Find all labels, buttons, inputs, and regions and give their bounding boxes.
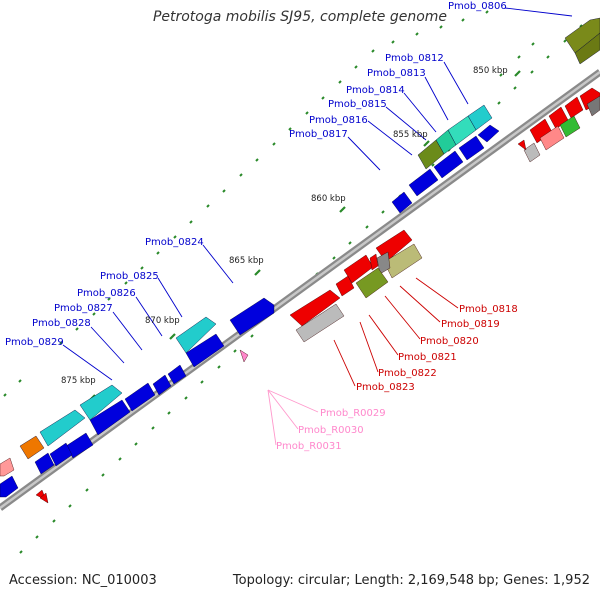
gene-label-pmob-r0031[interactable]: Pmob_R0031 bbox=[276, 441, 342, 452]
gene-arrow-rev-5 bbox=[586, 95, 600, 117]
gene-label-pmob-0827[interactable]: Pmob_0827 bbox=[54, 303, 113, 314]
gene-label-pmob-0828[interactable]: Pmob_0828 bbox=[32, 318, 91, 329]
gene-arrow-0820 bbox=[376, 251, 391, 275]
gene-arrow-rev-7 bbox=[539, 125, 565, 151]
gene-arrow-rev-11 bbox=[335, 275, 355, 297]
tick-label-870: 870 kbp bbox=[145, 316, 180, 326]
tick-label-855: 855 kbp bbox=[393, 130, 428, 140]
gene-arrow-rev-8 bbox=[523, 142, 541, 163]
gene-label-pmob-0812[interactable]: Pmob_0812 bbox=[385, 53, 444, 64]
tick-marks-inner bbox=[3, 10, 535, 397]
gene-arrow-fwd-6 bbox=[185, 333, 225, 368]
gene-label-pmob-0823[interactable]: Pmob_0823 bbox=[356, 382, 415, 393]
gene-label-pmob-0825[interactable]: Pmob_0825 bbox=[100, 271, 159, 282]
reverse-strand-genes bbox=[0, 87, 600, 504]
gene-arrow-rev-13 bbox=[0, 457, 15, 477]
forward-strand-genes bbox=[0, 17, 600, 498]
gene-arrow-rev-2 bbox=[564, 96, 584, 119]
gene-arrow-rev-10 bbox=[295, 303, 345, 343]
gene-label-pmob-0819[interactable]: Pmob_0819 bbox=[441, 319, 500, 330]
tick-label-865: 865 kbp bbox=[229, 256, 264, 266]
gene-arrow-0825 bbox=[175, 316, 217, 354]
gene-arrow-fwd-12 bbox=[19, 435, 45, 460]
gene-label-pmob-0821[interactable]: Pmob_0821 bbox=[398, 352, 457, 363]
gene-label-pmob-0818[interactable]: Pmob_0818 bbox=[459, 304, 518, 315]
gene-arrow-rev-12 bbox=[369, 253, 379, 271]
gene-arrow-fwd-1 bbox=[477, 124, 500, 143]
gene-arrow-rev-15 bbox=[39, 492, 49, 504]
gene-label-pmob-0806[interactable]: Pmob_0806 bbox=[448, 1, 507, 12]
gene-arrow-rev-6 bbox=[559, 115, 581, 138]
gene-label-pmob-0815[interactable]: Pmob_0815 bbox=[328, 99, 387, 110]
gene-label-pmob-0824[interactable]: Pmob_0824 bbox=[145, 237, 204, 248]
tick-marks-major bbox=[89, 70, 521, 401]
gene-arrow-fwd-7 bbox=[89, 399, 131, 436]
accession-text: Accession: NC_010003 bbox=[9, 573, 157, 588]
gene-label-pmob-0816[interactable]: Pmob_0816 bbox=[309, 115, 368, 126]
gene-arrow-0828 bbox=[124, 382, 156, 412]
gene-arrow-fwd-3 bbox=[433, 150, 464, 179]
gene-label-pmob-r0029[interactable]: Pmob_R0029 bbox=[320, 408, 386, 419]
gene-arrow-0821 bbox=[355, 267, 389, 299]
gene-arrow-0827 bbox=[152, 374, 172, 396]
gene-arrow-0823 bbox=[289, 289, 341, 327]
gene-label-pmob-0822[interactable]: Pmob_0822 bbox=[378, 368, 437, 379]
genome-backbone bbox=[0, 69, 600, 511]
gene-arrow-0816 bbox=[417, 139, 445, 170]
label-leader-lines-rna bbox=[267, 389, 319, 446]
genome-summary-text: Topology: circular; Length: 2,169,548 bp… bbox=[232, 573, 590, 588]
label-leader-lines-reverse bbox=[333, 277, 459, 387]
gene-arrow-fwd-4 bbox=[408, 168, 439, 197]
gene-arrow-0829 bbox=[79, 384, 123, 421]
gene-arrow-0806 bbox=[564, 17, 600, 54]
gene-label-pmob-r0030[interactable]: Pmob_R0030 bbox=[298, 425, 364, 436]
gene-arrow-fwd-5 bbox=[391, 191, 413, 214]
gene-arrow-0824 bbox=[229, 297, 275, 336]
gene-label-pmob-0826[interactable]: Pmob_0826 bbox=[77, 288, 136, 299]
tick-label-850: 850 kbp bbox=[473, 66, 508, 76]
gene-arrow-fwd-10 bbox=[49, 442, 73, 467]
gene-label-pmob-0820[interactable]: Pmob_0820 bbox=[420, 336, 479, 347]
tick-label-875: 875 kbp bbox=[61, 376, 96, 386]
gene-arrow-0819 bbox=[383, 243, 423, 279]
gene-label-pmob-0829[interactable]: Pmob_0829 bbox=[5, 337, 64, 348]
gene-arrow-0826 bbox=[167, 364, 187, 385]
label-leader-lines-forward bbox=[62, 7, 573, 381]
gene-arrow-fwd-2 bbox=[458, 135, 485, 161]
gene-arrow-fwd-8 bbox=[39, 409, 86, 447]
tick-label-860: 860 kbp bbox=[311, 194, 346, 204]
gene-arrow-fwd-13 bbox=[0, 475, 19, 498]
gene-label-pmob-0817[interactable]: Pmob_0817 bbox=[289, 129, 348, 140]
gene-label-pmob-0813[interactable]: Pmob_0813 bbox=[367, 68, 426, 79]
genome-title: Petrotoga mobilis SJ95, complete genome bbox=[152, 9, 448, 25]
gene-arrow-rna bbox=[239, 349, 249, 363]
gene-arrow-rev-9 bbox=[517, 139, 527, 151]
gene-label-pmob-0814[interactable]: Pmob_0814 bbox=[346, 85, 405, 96]
gene-arrow-fwd-11 bbox=[34, 452, 55, 475]
gene-arrow-0806b bbox=[574, 32, 600, 65]
